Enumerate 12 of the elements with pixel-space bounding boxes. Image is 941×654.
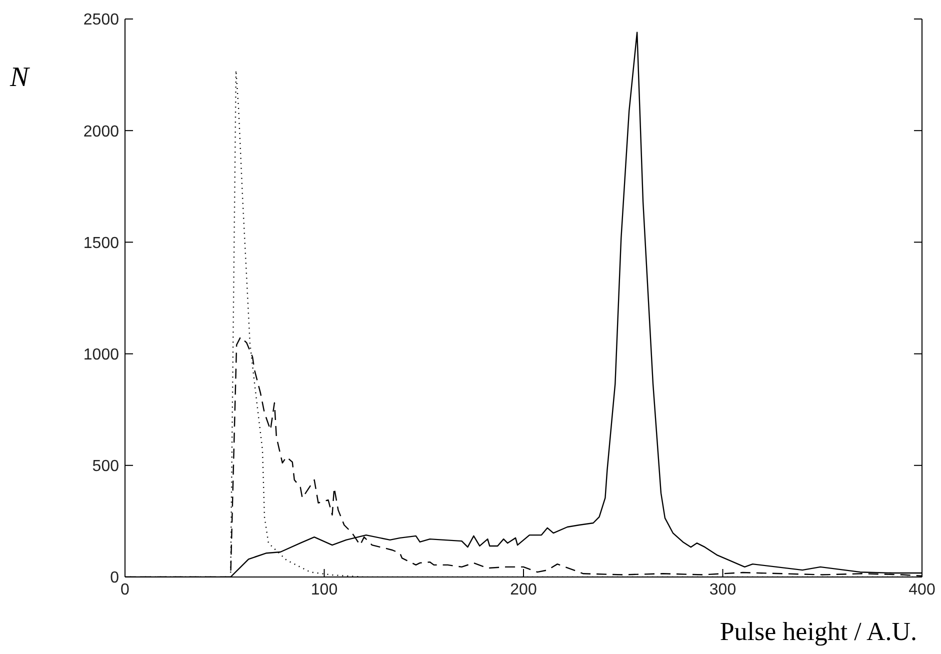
x-tick-label: 200	[510, 581, 537, 598]
y-tick-label: 0	[110, 570, 120, 587]
y-tick-label: 2500	[83, 12, 120, 29]
y-tick-label: 1500	[83, 234, 120, 252]
y-axis-title: N	[10, 62, 29, 94]
y-tick-label: 2000	[83, 123, 120, 140]
x-tick-label: 300	[709, 581, 736, 598]
x-axis-title: Pulse height / A.U.	[720, 617, 917, 647]
x-tick-label: 400	[908, 581, 936, 598]
y-tick-label: 500	[92, 458, 120, 476]
x-tick-label: 100	[310, 581, 338, 598]
y-tick-label: 1000	[83, 346, 120, 364]
